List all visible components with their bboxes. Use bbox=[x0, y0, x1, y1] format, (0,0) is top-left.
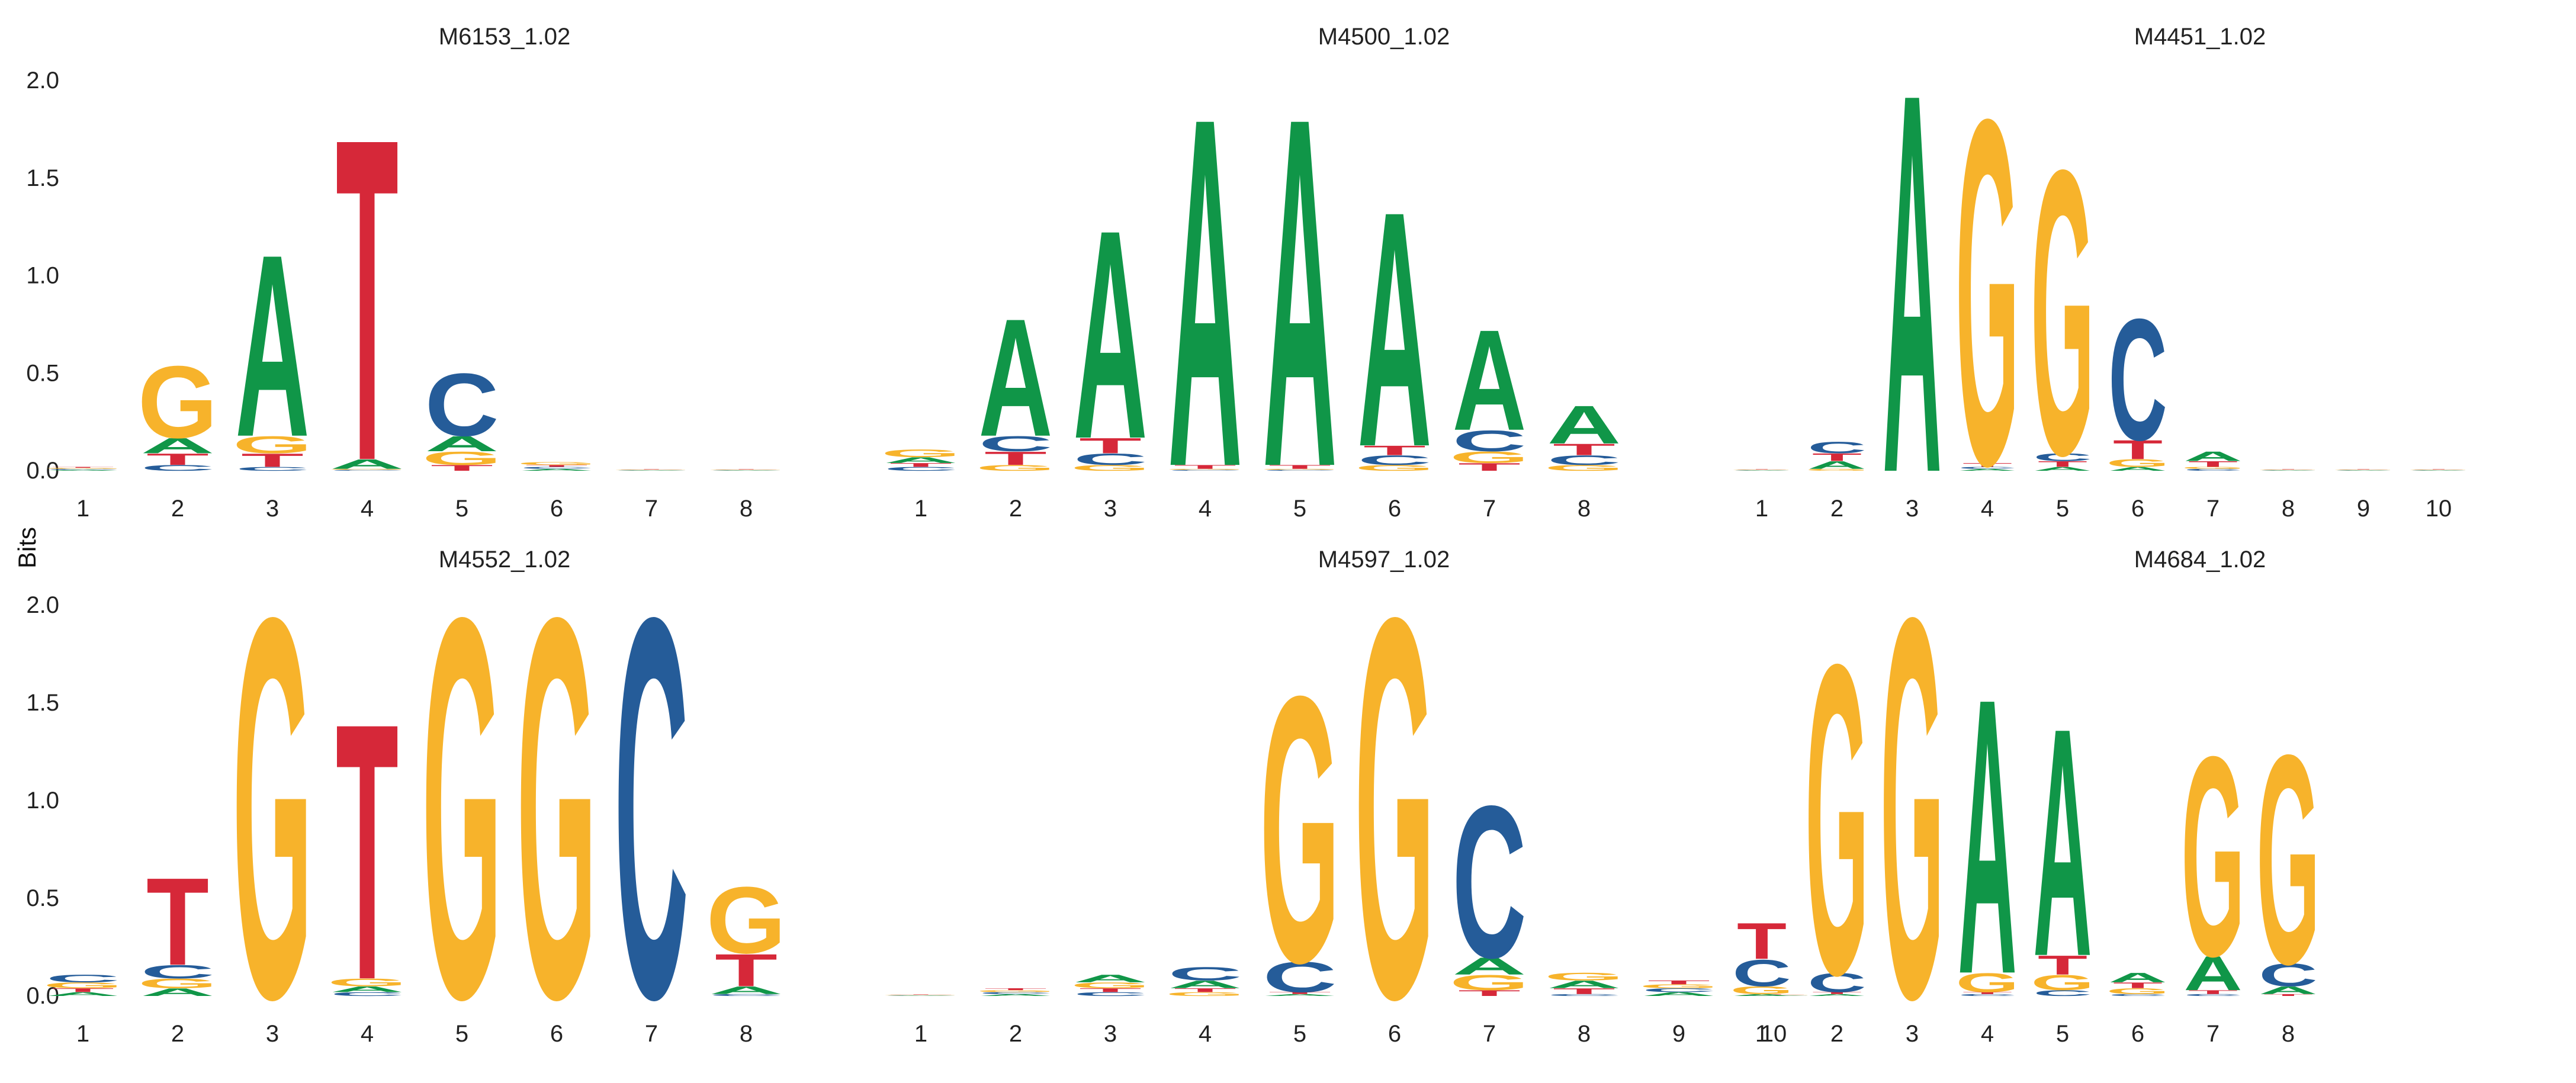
x-tick-label: 1 bbox=[76, 496, 89, 522]
x-tick-label: 1 bbox=[76, 1021, 89, 1047]
logo-panel-2: M4500_1.021CTAG2GTCA3GCTA4CGTA 5CGTA 6GCTA… bbox=[881, 14, 1624, 571]
x-tick-label: 1 bbox=[1755, 496, 1768, 522]
letter-g-pos-3: G bbox=[1880, 505, 1944, 1083]
panel-title: M6153_1.02 bbox=[439, 24, 570, 50]
x-tick-label: 8 bbox=[1578, 496, 1591, 522]
letter-t-pos-1: T bbox=[52, 467, 114, 468]
panel-title: M4684_1.02 bbox=[2134, 547, 2266, 573]
x-tick-label: 1 bbox=[1755, 1021, 1768, 1047]
letter-g-pos-8: G bbox=[706, 867, 786, 973]
letter-a-pos-2: A bbox=[978, 284, 1052, 471]
letter-g-pos-5: G bbox=[1260, 617, 1340, 1042]
x-tick-label: 8 bbox=[740, 1021, 753, 1047]
letter-g-pos-7: G bbox=[2181, 698, 2244, 1016]
letter-g-pos-8: G bbox=[2256, 693, 2320, 1026]
letter-c-pos-2: C bbox=[1807, 439, 1866, 457]
logo-panel-3: M4451_1.021ACGT2GATC3A 4ACTG 5ATCG 6AGTC7CG… bbox=[1730, 0, 2470, 586]
letter-c-pos-4: C bbox=[1168, 963, 1242, 985]
x-tick-label: 6 bbox=[2131, 1021, 2144, 1047]
x-tick-label: 1 bbox=[914, 1021, 927, 1047]
letter-t-pos-1: T bbox=[1737, 912, 1787, 970]
x-tick-label: 4 bbox=[1199, 1021, 1212, 1047]
letter-g-pos-2: G bbox=[138, 345, 218, 459]
letter-g-pos-5: G bbox=[2031, 85, 2094, 539]
x-tick-label: 7 bbox=[1483, 1021, 1496, 1047]
y-tick-label: 1.5 bbox=[26, 165, 59, 191]
x-tick-label: 2 bbox=[1009, 1021, 1022, 1047]
letter-a-pos-7: A bbox=[1452, 300, 1526, 461]
letter-c-pos-6: C bbox=[2108, 284, 2167, 477]
y-tick-label: 1.5 bbox=[26, 690, 59, 716]
x-tick-label: 8 bbox=[740, 496, 753, 522]
letter-a-pos-6: A bbox=[1357, 141, 1431, 516]
letter-a-pos-6: A bbox=[2108, 970, 2167, 985]
letter-a-pos-3: A bbox=[1073, 972, 1147, 985]
x-tick-label: 1 bbox=[914, 496, 927, 522]
letter-g-pos-8: G bbox=[1544, 970, 1624, 983]
y-tick-label: 1.0 bbox=[26, 263, 59, 289]
letter-g-pos-5: G bbox=[422, 504, 502, 1083]
letter-t-pos-9: T bbox=[2339, 469, 2388, 470]
x-tick-label: 9 bbox=[1672, 1021, 1685, 1047]
y-tick-label: 0.5 bbox=[26, 360, 59, 386]
x-tick-label: 2 bbox=[1830, 496, 1843, 522]
letter-a-pos-5: A bbox=[1263, 14, 1337, 571]
letter-t-pos-8: T bbox=[2263, 469, 2313, 470]
y-tick-label: 2.0 bbox=[26, 68, 59, 94]
x-tick-label: 10 bbox=[2426, 496, 2452, 522]
letter-g-pos-4: G bbox=[1955, 18, 2019, 568]
letter-c-pos-7: C bbox=[1452, 760, 1526, 1003]
x-tick-label: 7 bbox=[2206, 496, 2220, 522]
letter-t-pos-8: T bbox=[715, 469, 778, 470]
letter-g-pos-6: G bbox=[1355, 504, 1435, 1083]
letter-a-pos-3: A bbox=[1073, 168, 1147, 501]
y-tick-label: 2.0 bbox=[26, 592, 59, 618]
x-tick-label: 8 bbox=[1578, 1021, 1591, 1047]
x-tick-label: 3 bbox=[1104, 1021, 1117, 1047]
panel-title: M4500_1.02 bbox=[1318, 24, 1450, 50]
x-tick-label: 7 bbox=[1483, 496, 1496, 522]
letter-t-pos-9: T bbox=[1647, 979, 1710, 985]
letter-g-pos-3: G bbox=[233, 504, 313, 1083]
letter-a-pos-3: A bbox=[235, 200, 309, 491]
letter-g-pos-2: G bbox=[1805, 572, 1868, 1066]
letter-a-pos-7: A bbox=[2183, 449, 2242, 464]
y-tick-label: 1.0 bbox=[26, 788, 59, 814]
letter-c-pos-5: C bbox=[425, 355, 499, 455]
logo-panel-6: M4684_1.021AGCT2ATCG 3G 4CTGA 5CGTA6CGTA7CT… bbox=[1730, 505, 2320, 1083]
letter-t-pos-4: T bbox=[336, 43, 399, 557]
letter-a-pos-8: A bbox=[1547, 395, 1621, 455]
panel-title: M4451_1.02 bbox=[2134, 24, 2266, 50]
logo-panel-5: M4597_1.021ACGT2ACGT3CTGA4GTAC5ATCG 6G 7TG… bbox=[881, 504, 1814, 1083]
letter-c-pos-7: C bbox=[614, 504, 688, 1083]
letter-g-pos-6: G bbox=[517, 504, 597, 1083]
x-tick-label: 2 bbox=[171, 1021, 184, 1047]
letter-t-pos-2: T bbox=[146, 851, 209, 991]
x-tick-label: 7 bbox=[2206, 1021, 2220, 1047]
letter-t-pos-4: T bbox=[336, 648, 399, 1056]
letter-t-pos-2: T bbox=[984, 988, 1047, 991]
x-tick-label: 5 bbox=[2056, 1021, 2069, 1047]
letter-a-pos-3: A bbox=[1883, 0, 1941, 586]
letter-c-pos-1: C bbox=[46, 972, 120, 985]
letter-t-pos-1: T bbox=[1737, 469, 1787, 470]
letter-g-pos-1: G bbox=[881, 447, 961, 459]
x-tick-label: 6 bbox=[2131, 496, 2144, 522]
letter-t-pos-1: T bbox=[889, 994, 952, 995]
logo-panel-1: M6153_1.020.00.51.01.52.01ACGT2CTAG3CTGA… bbox=[26, 24, 786, 557]
x-tick-label: 8 bbox=[2282, 496, 2295, 522]
letter-g-pos-6: G bbox=[517, 461, 597, 466]
letter-t-pos-10: T bbox=[2414, 469, 2463, 470]
letter-a-pos-4: A bbox=[1958, 616, 2016, 1056]
y-tick-label: 0.5 bbox=[26, 885, 59, 911]
letter-t-pos-7: T bbox=[620, 469, 683, 470]
x-tick-label: 2 bbox=[1009, 496, 1022, 522]
letter-a-pos-5: A bbox=[2033, 660, 2092, 1024]
x-tick-label: 2 bbox=[171, 496, 184, 522]
letter-a-pos-4: A bbox=[1168, 14, 1242, 571]
x-tick-label: 9 bbox=[2357, 496, 2370, 522]
